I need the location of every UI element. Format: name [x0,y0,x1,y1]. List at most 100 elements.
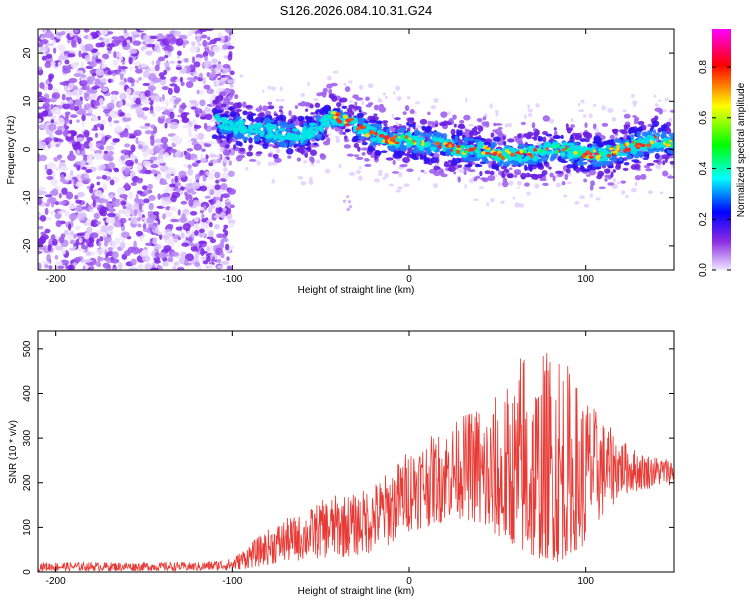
spectrogram-ridge-blob [450,128,456,136]
spectrogram-ridge-blob [255,107,263,112]
spectrogram-peak-blob [649,140,655,145]
spectrogram-ridge-blob [440,111,448,118]
spectrogram-noise-blob [38,250,43,255]
spectrogram-noise-blob [67,133,72,137]
spectrogram-ridge-blob [219,140,223,143]
spectrogram-ridge-blob [323,104,331,111]
spectrogram-noise-blob [177,236,181,241]
spectrogram-peak-blob [459,145,466,149]
spectrogram-noise-blob [149,156,158,161]
spectrogram-noise-blob [203,84,211,90]
spectrogram-ridge-blob [636,131,641,138]
spectrogram-marks [38,29,674,270]
spectrogram-noise-blob [209,50,215,57]
spectrogram-ridge-blob [217,109,224,114]
spectrogram-ridge-blob [250,113,257,116]
spectrogram-noise-blob [54,212,62,220]
spectrogram-ridge-blob [373,104,380,111]
spectrogram-noise-blob [144,262,153,270]
spectrogram-noise-blob [69,119,73,125]
spectrogram-noise-blob [156,59,161,67]
spectrogram-noise-blob [84,172,89,179]
spectrogram-ridge-blob [479,170,483,177]
spectrogram-ridge-blob [564,173,569,181]
spectrogram-ridge-blob [268,143,274,147]
spectrogram-noise-blob [83,29,90,33]
spectrogram-ridge-blob [322,140,331,146]
spectrogram-noise-blob [73,233,77,239]
spectrogram-ridge-blob [529,166,533,172]
spectrogram-ridge-blob [582,131,589,136]
spectrogram-noise-blob [162,213,166,220]
spectrogram-noise-blob [182,222,191,231]
spectrogram-noise-blob [119,217,127,224]
spectrogram-ridge-blob [353,142,359,149]
spectrogram-noise-blob [100,78,107,83]
spectrogram-noise-blob [47,83,53,91]
spectrogram-faint-blob [524,114,527,119]
spectrogram-noise-blob [219,240,225,248]
spectrogram-ridge-blob [235,140,242,146]
spectrogram-faint-blob [433,98,439,103]
spectrogram-noise-blob [215,179,220,184]
spectrogram-ridge-blob [272,145,280,149]
spectrogram-ridge-blob [430,156,438,164]
spectrogram-noise-blob [140,63,148,68]
spectrogram-ridge-blob [314,125,319,131]
spectrogram-noise-blob [73,163,79,168]
spectrogram-noise-blob [50,178,58,187]
spectrogram-ridge-blob [652,120,660,127]
spectrogram-peak-blob [555,143,561,148]
spectrogram-noise-blob [138,77,142,81]
spectrogram-noise-blob [146,38,155,43]
spectrogram-ridge-blob [360,147,369,151]
spectrogram-peak-blob [413,141,417,145]
spectrogram-noise-blob [199,185,208,192]
spectrogram-noise-blob [58,138,64,143]
spectrogram-noise-blob [202,39,208,47]
spectrogram-noise-blob [51,94,57,99]
spectrogram-noise-blob [85,168,93,173]
spectrogram-noise-blob [207,188,211,196]
spectrogram-ridge-blob [452,157,456,162]
spectrogram-noise-blob [102,232,108,238]
spectrogram-noise-blob [184,258,189,266]
spectrogram-noise-blob [199,209,204,214]
spectrogram-noise-blob [92,85,101,89]
spectrogram-noise-blob [187,164,192,169]
spectrogram-ridge-blob [385,157,394,161]
spectrogram-noise-blob [165,66,171,72]
spectrogram-noise-blob [119,81,127,86]
spectrogram-ridge-blob [355,156,364,161]
spectrogram-noise-blob [77,37,82,45]
spectrogram-noise-blob [229,84,234,88]
spectrogram-faint-blob [582,114,587,118]
spectrogram-noise-blob [195,173,200,181]
spectrogram-noise-blob [80,245,89,250]
spectrogram-ridge-blob [640,173,647,180]
spectrogram-noise-blob [171,178,175,184]
spectrogram-faint-blob [423,171,428,175]
spectrogram-noise-blob [184,183,193,190]
spectrogram-faint-blob [527,104,530,109]
spectrogram-noise-blob [161,94,165,101]
spectrogram-ytick-label: -10 [22,190,33,205]
spectrogram-noise-blob [91,127,99,131]
spectrogram-noise-blob [84,104,88,110]
spectrogram-noise-blob [188,99,198,104]
spectrogram-noise-blob [45,53,53,59]
spectrogram-noise-blob [187,168,194,176]
spectrogram-ridge-blob [623,162,630,166]
spectrogram-ridge-blob [310,139,316,142]
spectrogram-noise-blob [64,85,69,92]
spectrogram-noise-blob [148,194,156,201]
spectrogram-noise-blob [78,50,82,58]
spectrogram-noise-blob [161,199,166,208]
spectrogram-peak-blob [653,135,657,139]
spectrogram-noise-blob [103,153,112,161]
spectrogram-noise-blob [130,181,137,186]
spectrogram-peak-blob [344,123,350,127]
spectrogram-ridge-blob [412,156,420,161]
spectrogram-noise-blob [82,265,86,270]
spectrogram-noise-blob [61,93,66,101]
